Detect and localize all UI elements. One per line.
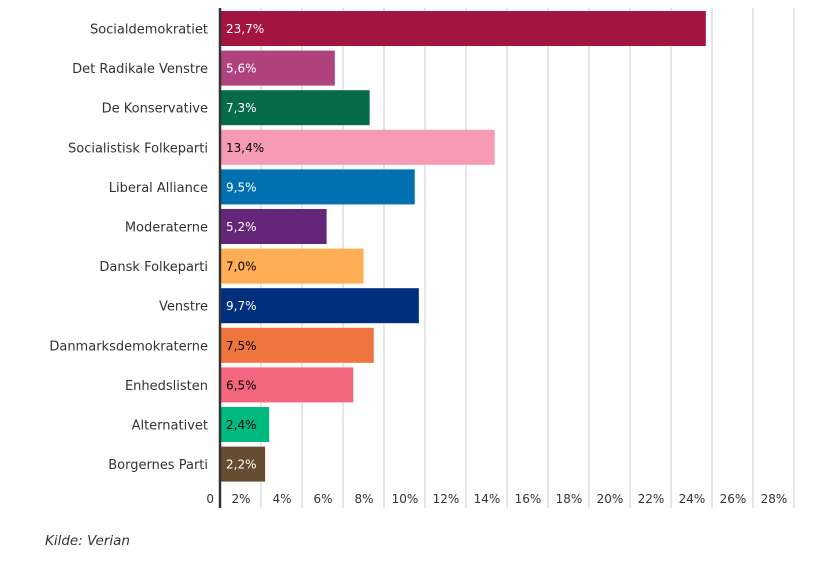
- source-note: Kilde: Verian: [45, 533, 130, 549]
- bar: [220, 209, 327, 244]
- data-label: 23,7%: [226, 22, 264, 36]
- data-label: 7,5%: [226, 339, 257, 353]
- data-label: 9,7%: [226, 299, 257, 313]
- x-tick-label: 22%: [638, 492, 665, 506]
- bar: [220, 90, 370, 126]
- category-label: Enhedslisten: [125, 379, 208, 394]
- x-tick-label: 4%: [272, 492, 291, 506]
- category-label: Alternativet: [132, 419, 208, 434]
- data-label: 5,2%: [226, 220, 257, 234]
- x-tick-label: 8%: [354, 492, 373, 506]
- x-tick-label: 18%: [556, 492, 583, 506]
- bar: [220, 169, 415, 205]
- bar: [220, 327, 374, 363]
- bar: [220, 50, 335, 86]
- x-tick-label: 28%: [761, 492, 788, 506]
- x-tick-label: 14%: [474, 492, 501, 506]
- data-label: 13,4%: [226, 141, 264, 155]
- category-label: Socialistisk Folkeparti: [68, 141, 208, 156]
- data-label: 5,6%: [226, 62, 257, 76]
- x-tick-label: 10%: [392, 492, 419, 506]
- category-label: De Konservative: [102, 102, 208, 117]
- category-label: Borgernes Parti: [108, 458, 208, 473]
- bar: [220, 288, 419, 324]
- category-label: Liberal Alliance: [109, 181, 208, 196]
- category-label: Danmarksdemokraterne: [49, 339, 208, 354]
- data-label: 6,5%: [226, 378, 257, 392]
- category-label: Venstre: [159, 300, 208, 315]
- bar: [220, 11, 706, 46]
- x-tick-label: 26%: [720, 492, 747, 506]
- bar-chart: 23,7% Socialdemokratiet 5,6% Det Radikale V…: [49, 8, 795, 508]
- bar: [220, 367, 354, 403]
- x-tick-label: 24%: [679, 492, 706, 506]
- data-label: 2,4%: [226, 418, 257, 432]
- bar: [220, 407, 270, 442]
- x-tick-label: 2%: [231, 492, 250, 506]
- data-label: 7,3%: [226, 101, 257, 115]
- x-tick-label: 20%: [597, 492, 624, 506]
- x-tick-label: 0: [206, 492, 214, 506]
- x-tick-label: 12%: [433, 492, 460, 506]
- bar: [220, 129, 495, 165]
- category-label: Socialdemokratiet: [90, 23, 208, 38]
- data-label: 9,5%: [226, 180, 257, 194]
- category-label: Dansk Folkeparti: [99, 260, 208, 275]
- category-label: Moderaterne: [125, 221, 208, 236]
- data-label: 7,0%: [226, 260, 257, 274]
- bar: [220, 446, 266, 482]
- bar: [220, 248, 364, 284]
- x-tick-label: 6%: [313, 492, 332, 506]
- data-label: 2,2%: [226, 458, 257, 472]
- category-label: Det Radikale Venstre: [72, 62, 208, 77]
- x-tick-label: 16%: [515, 492, 542, 506]
